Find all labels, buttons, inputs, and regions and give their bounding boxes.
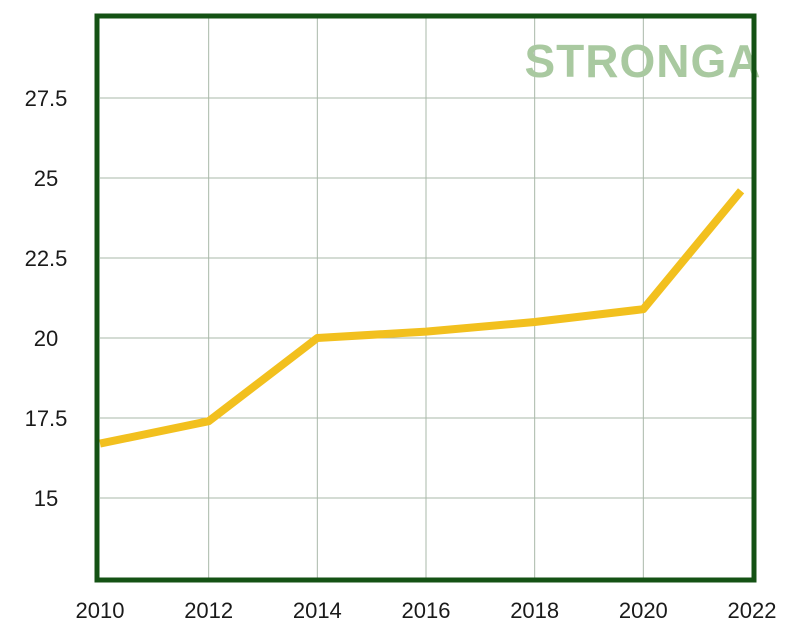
- series-group: [99, 188, 745, 448]
- x-tick-label: 2014: [293, 598, 342, 623]
- x-tick-label: 2010: [76, 598, 125, 623]
- watermark-logo: STRONGA: [525, 35, 762, 87]
- y-tick-label: 25: [34, 166, 58, 191]
- y-tick-label: 20: [34, 326, 58, 351]
- y-axis-ticks: 15 17.5 20 22.5 25 27.5: [25, 86, 68, 511]
- plot-frame: [94, 13, 757, 583]
- y-tick-label: 27.5: [25, 86, 68, 111]
- x-tick-label: 2022: [728, 598, 777, 623]
- y-tick-label: 17.5: [25, 406, 68, 431]
- y-tick-label: 15: [34, 486, 58, 511]
- x-tick-label: 2018: [510, 598, 559, 623]
- x-tick-label: 2016: [402, 598, 451, 623]
- x-tick-label: 2012: [184, 598, 233, 623]
- x-tick-label: 2020: [619, 598, 668, 623]
- series-line-0: [99, 188, 745, 448]
- x-axis-ticks: 2010 2012 2014 2016 2018 2020 2022: [76, 598, 777, 623]
- y-tick-label: 22.5: [25, 246, 68, 271]
